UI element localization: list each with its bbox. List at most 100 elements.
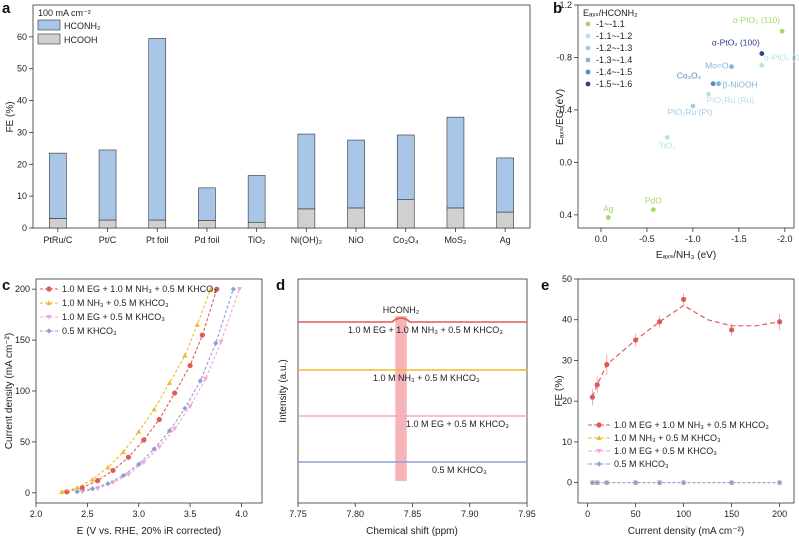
panel-e-ylabel: FE (%) [554, 375, 565, 406]
panel-c-marker-3-4 [136, 461, 142, 467]
panel-b-xtick-label-0: 0.0 [595, 234, 608, 244]
panel-a-ytick-label-1: 10 [17, 191, 27, 201]
panel-a-legend-title: 100 mA cm⁻² [38, 8, 91, 18]
panel-c-xtick-label-4: 4.0 [235, 509, 248, 519]
panel-a-bar-hcooh-6 [347, 207, 365, 229]
panel-c-ytick-label-3: 150 [15, 335, 30, 345]
panel-c-marker-1-10 [208, 286, 214, 292]
panel-c-series-line-0 [66, 289, 218, 493]
panel-b-point-label-4: Co₃O₄ [677, 71, 702, 81]
panel-a-bar-hcooh-8 [446, 207, 465, 229]
panel-b-point-1 [759, 51, 765, 56]
panel-c-marker-2-8 [202, 376, 209, 382]
panel-b-point-9 [650, 207, 656, 213]
panel-c-marker-3-9 [213, 340, 219, 346]
panel-b-point-label-6: PtO₂Ru (Ru) [707, 95, 755, 105]
panel-b-legend-dot-3 [585, 57, 591, 63]
panel-b-legend-dot-1 [585, 33, 591, 39]
panel-b-ylabel: Eₐₓₛ/EG (eV) [555, 89, 566, 145]
panel-e-marker-3-3 [633, 480, 639, 486]
panel-a-ytick-label-2: 20 [17, 159, 27, 169]
panel-b-point-7 [690, 103, 696, 109]
panel-e-marker-3-2 [604, 480, 610, 486]
panel-c-marker-3-0 [74, 489, 80, 495]
panel-c-marker-0-9 [199, 332, 206, 338]
panel-b-ytick-label-0: 0.4 [559, 210, 572, 220]
panel-b-point-label-9: PdO [645, 196, 662, 206]
panel-d-spectrum-label-3: 0.5 M KHCO₃ [432, 465, 487, 475]
panel-c-marker-0-7 [172, 390, 178, 396]
panel-b-point-8 [664, 135, 670, 140]
panel-a-xtick-label-4: TiO₂ [248, 235, 266, 245]
panel-b-legend-title: Eₐₓₛ/HCONH₂ [583, 8, 638, 18]
panel-c-marker-2-4 [141, 460, 147, 465]
panel-b-legend-dot-4 [585, 69, 591, 75]
panel-c-marker-3-6 [166, 428, 173, 434]
panel-c-marker-1-2 [89, 476, 96, 482]
panel-c-marker-1-1 [74, 485, 80, 490]
panel-d: d HCONH₂ 7.75 7.80 7.85 7.90 7.95 1.0 M EG +… [276, 277, 536, 537]
panel-d-highlight-band [395, 316, 407, 481]
panel-a-frame [32, 4, 531, 229]
panel-a-bar-hconh2-4 [247, 175, 266, 223]
panel-a-xtick-label-1: Pt/C [99, 235, 117, 245]
panel-e-xlabel: Current density (mA cm⁻²) [628, 526, 744, 537]
panel-e-marker-3-0 [589, 480, 595, 486]
panel-b-legend-label-2: -1.2~-1.3 [596, 43, 632, 53]
panel-a-bar-hcooh-9 [496, 211, 514, 229]
panel-a-legend-swatch-hcooh [37, 33, 61, 45]
panel-b-ytick-label-4: -1.2 [556, 0, 572, 10]
panel-b-point-label-8: TiO₂ [659, 140, 676, 150]
panel-c-legend-marker-1 [46, 300, 52, 306]
panel-a-bar-hconh2-9 [496, 157, 514, 213]
panel-b-point-0 [779, 28, 785, 34]
panel-c-marker-0-5 [141, 437, 147, 443]
panel-b-point-2 [759, 62, 765, 68]
panel-e-marker-0-0 [589, 394, 596, 400]
panel-d-xtick-label-2: 7.85 [404, 509, 422, 519]
panel-e-xtick-label-1: 50 [631, 509, 641, 519]
panel-c-legend-marker-0 [46, 286, 52, 292]
panel-e-ytick-label-0: 0 [567, 478, 572, 488]
panel-a-bar-hconh2-5 [297, 133, 316, 210]
panel-e-marker-3-4 [657, 480, 663, 486]
panel-e-ytick-label-5: 50 [562, 274, 572, 284]
panel-a-bar-hconh2-2 [148, 38, 167, 221]
panel-c-marker-0-10 [214, 286, 220, 292]
panel-b-point-label-2: α-PtO₂ (001) [764, 52, 799, 62]
panel-a-legend-swatch-hconh2 [37, 19, 61, 31]
panel-a-xtick-label-7: Co₃O₄ [393, 235, 419, 245]
panel-c-marker-1-8 [182, 352, 188, 358]
panel-a-ytick-label-0: 0 [22, 223, 27, 233]
panel-e-legend-label-0: 1.0 M EG + 1.0 M NH₃ + 0.5 M KHCO₃ [614, 420, 769, 430]
panel-c-marker-0-2 [95, 478, 101, 484]
panel-c-marker-3-10 [230, 286, 236, 292]
panel-e-ytick-label-3: 30 [562, 355, 572, 365]
panel-d-ylabel: Intensity (a.u.) [278, 359, 289, 422]
panel-b: b 0.0 -0.5 -1.0 -1.5 -2.00.40.0-0.4-0.8-1.2 … [553, 0, 799, 261]
panel-c-marker-2-3 [125, 472, 132, 478]
panel-c-xtick-label-2: 3.0 [132, 509, 145, 519]
panel-c-marker-1-4 [120, 449, 126, 455]
panel-b-xtick-label-4: -2.0 [777, 234, 793, 244]
panel-e-legend-marker-2 [596, 448, 602, 454]
panel-b-point-3 [729, 64, 734, 70]
panel-c-xtick-label-1: 2.5 [81, 509, 94, 519]
panel-c-legend-label-1: 1.0 M NH₃ + 0.5 M KHCO₃ [62, 298, 169, 308]
panel-e-marker-0-5 [681, 296, 687, 302]
panel-b-ytick-label-2: -0.4 [556, 105, 572, 115]
panel-b-point-label-0: α-PtO₂ (110) [733, 15, 780, 25]
panel-a-ylabel: FE (%) [5, 101, 16, 132]
panel-a-bar-hconh2-6 [347, 139, 365, 209]
panel-b-xtick-label-1: -0.5 [639, 234, 655, 244]
panel-a-xtick-label-2: Pt foil [146, 235, 169, 245]
panel-e-ytick-label-4: 40 [562, 315, 572, 325]
panel-a-bar-hconh2-1 [98, 149, 117, 221]
panel-b-legend-label-3: -1.3~-1.4 [596, 55, 632, 65]
panel-c-marker-1-6 [151, 406, 157, 412]
panel-b-legend-dot-0 [585, 21, 591, 27]
panel-a-bar-hcooh-5 [297, 208, 316, 229]
panel-d-xlabel: Chemical shift (ppm) [366, 526, 458, 537]
panel-c-legend-label-0: 1.0 M EG + 1.0 M NH₃ + 0.5 M KHCO₃ [62, 284, 217, 294]
